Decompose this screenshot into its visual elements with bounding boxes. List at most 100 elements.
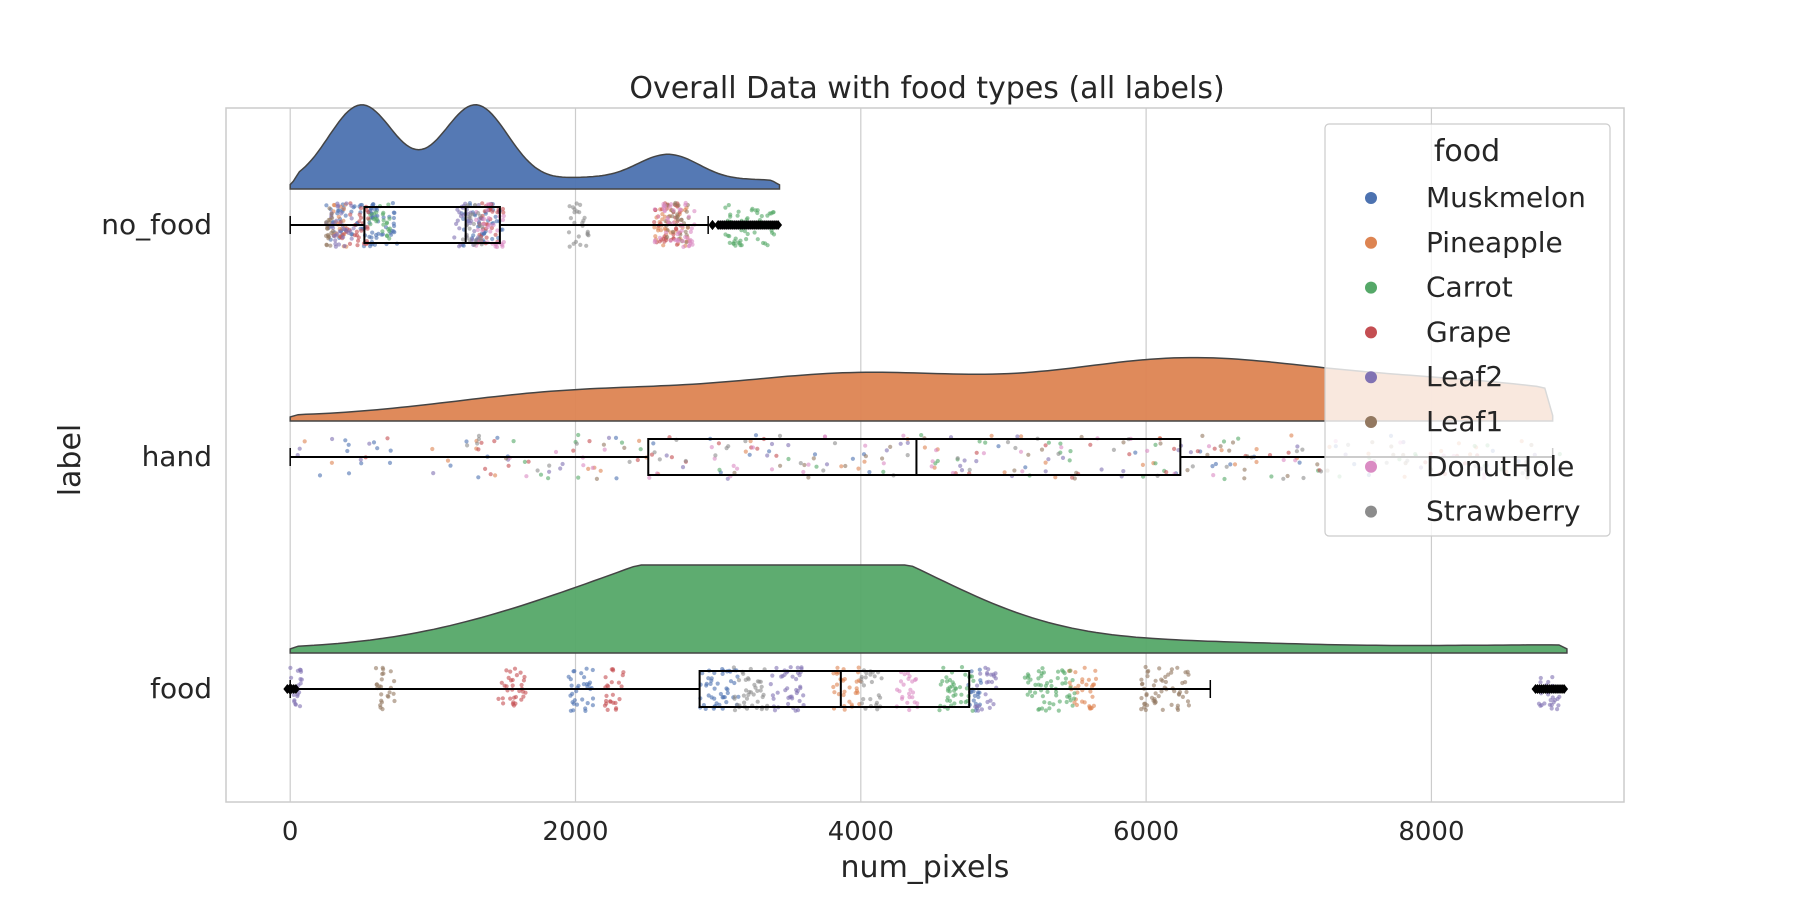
data-point [468, 212, 473, 217]
data-point [975, 683, 980, 688]
data-point [647, 475, 652, 480]
data-point [345, 448, 350, 454]
data-point [329, 460, 334, 465]
data-point [726, 444, 731, 449]
data-point [1180, 694, 1185, 700]
data-point [500, 227, 505, 232]
data-point [613, 435, 619, 440]
data-point [760, 694, 765, 700]
data-point [1186, 672, 1191, 677]
data-point [1538, 680, 1543, 685]
data-point [1045, 681, 1050, 686]
data-point [847, 699, 852, 704]
data-point [379, 232, 384, 237]
data-point [1033, 682, 1038, 688]
data-point [1040, 694, 1045, 699]
data-point [333, 244, 338, 249]
data-point [786, 701, 791, 707]
box-plot-food [283, 670, 1569, 708]
data-point [657, 235, 663, 240]
data-point [959, 468, 965, 473]
data-point [610, 692, 616, 697]
data-point [560, 461, 565, 467]
data-point [576, 475, 581, 480]
data-point [763, 241, 768, 246]
data-point [799, 665, 804, 670]
data-point [683, 235, 688, 240]
data-point [568, 216, 574, 221]
data-point [651, 441, 656, 446]
data-point [912, 677, 918, 683]
data-point [680, 465, 686, 470]
data-point [501, 213, 506, 219]
data-point [989, 433, 994, 438]
data-point [603, 675, 608, 680]
data-point [344, 201, 349, 206]
outlier-marker [1560, 684, 1569, 694]
data-point [291, 692, 296, 698]
data-point [1219, 448, 1224, 453]
data-point [387, 216, 392, 221]
data-point [656, 214, 661, 219]
data-point [358, 215, 364, 220]
data-point [1043, 460, 1048, 465]
data-point [1045, 689, 1050, 695]
data-point [983, 692, 988, 697]
data-point [338, 220, 343, 225]
legend-marker [1365, 371, 1377, 384]
data-point [1556, 703, 1561, 708]
data-point [621, 670, 626, 675]
data-point [725, 476, 730, 481]
data-point [880, 456, 885, 461]
data-point [907, 691, 912, 696]
data-point [329, 230, 334, 236]
data-point [1236, 436, 1241, 441]
data-point [357, 212, 362, 217]
data-point [1289, 433, 1294, 438]
data-point [391, 691, 396, 696]
data-point [725, 687, 730, 692]
data-point [1172, 446, 1177, 451]
data-point [1281, 457, 1286, 463]
data-point [330, 436, 335, 442]
data-point [657, 457, 662, 462]
data-point [1185, 468, 1190, 473]
data-point [574, 702, 580, 707]
point-cluster-no_food-strawberry [460, 201, 591, 249]
data-point [511, 439, 516, 444]
data-point [1054, 693, 1059, 698]
data-point [700, 671, 705, 676]
data-point [366, 216, 371, 221]
data-point [1042, 700, 1047, 705]
data-point [687, 239, 692, 244]
data-point [298, 681, 303, 686]
data-point [728, 679, 734, 684]
data-point [367, 234, 372, 239]
data-point [430, 446, 435, 452]
data-point [477, 235, 482, 241]
data-point [1143, 664, 1148, 670]
data-point [841, 692, 846, 698]
data-point [481, 231, 487, 236]
data-point [1160, 707, 1165, 713]
data-point [609, 680, 614, 685]
data-point [587, 680, 593, 685]
data-point [457, 226, 462, 231]
data-point [900, 694, 905, 700]
data-point [742, 229, 748, 234]
legend: food Muskmelon Pineapple Carrot Grape Leaf2 L… [1324, 123, 1611, 537]
data-point [547, 469, 552, 474]
data-point [336, 214, 341, 219]
data-point [638, 447, 643, 452]
data-point [910, 695, 915, 700]
data-point [1039, 447, 1045, 452]
data-point [1212, 446, 1217, 451]
data-point [1087, 705, 1092, 710]
data-point [1055, 676, 1060, 681]
data-point [662, 209, 667, 214]
data-point [665, 216, 670, 221]
data-point [1015, 434, 1020, 439]
data-point [978, 678, 983, 683]
data-point [1070, 703, 1075, 708]
data-point [485, 225, 490, 230]
